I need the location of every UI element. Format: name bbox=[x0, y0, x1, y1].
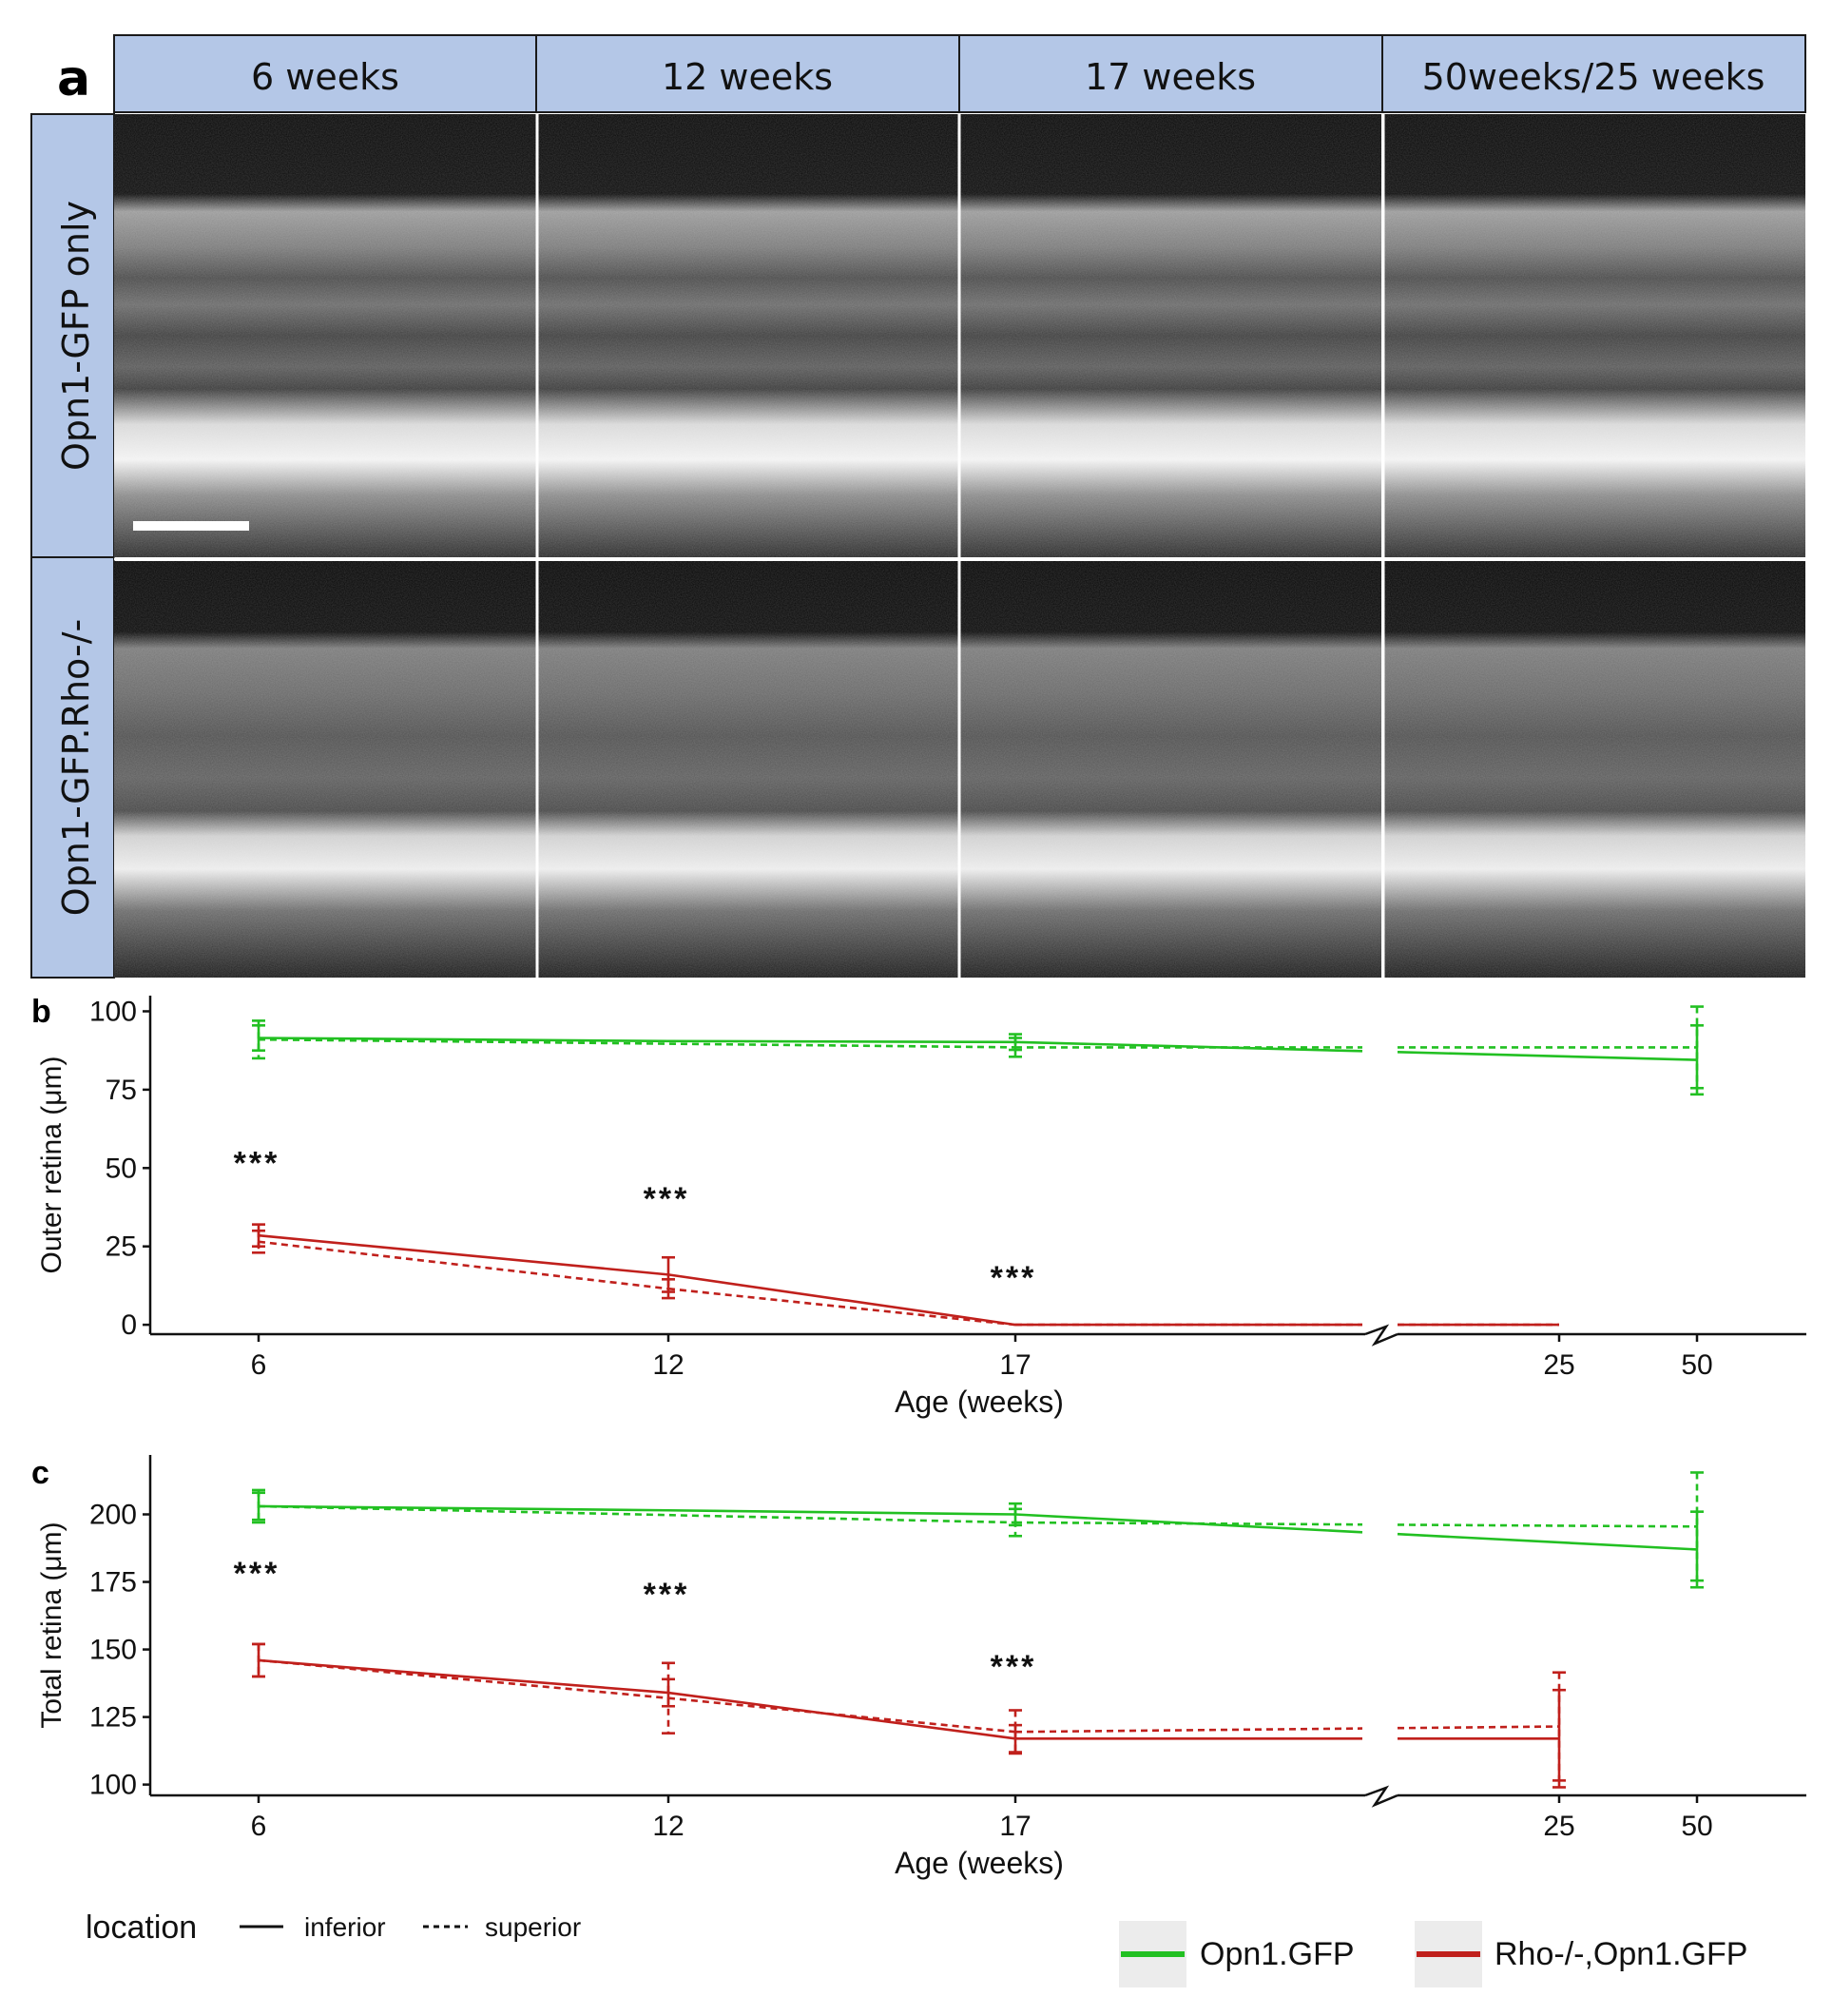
column-header-cell bbox=[1381, 34, 1806, 113]
significance-marker: *** bbox=[991, 1649, 1037, 1685]
axis-break-mark bbox=[1364, 1324, 1398, 1347]
series-line-segment bbox=[258, 1504, 1016, 1524]
significance-marker: *** bbox=[644, 1577, 690, 1613]
x-tick-label: 6 bbox=[251, 1811, 267, 1842]
series-line-segment bbox=[1397, 1523, 1698, 1528]
x-axis-label: Age (weeks) bbox=[895, 1846, 1064, 1880]
series-line-segment bbox=[1014, 1521, 1363, 1526]
location-legend: location inferior superior bbox=[86, 1909, 581, 1946]
y-tick-label: 50 bbox=[106, 1153, 137, 1184]
row-header-cell bbox=[30, 113, 115, 558]
series-line-segment bbox=[1397, 1051, 1698, 1061]
y-tick-label: 125 bbox=[89, 1702, 137, 1734]
group-legend: Opn1.GFP Rho-/-,Opn1.GFP bbox=[1119, 1921, 1747, 1987]
y-tick-label: 25 bbox=[106, 1231, 137, 1263]
significance-marker: *** bbox=[234, 1146, 280, 1182]
x-tick-label: 50 bbox=[1681, 1811, 1712, 1842]
panel-label: c bbox=[31, 1455, 49, 1491]
x-tick-label: 17 bbox=[999, 1349, 1031, 1381]
series-line-segment bbox=[258, 1658, 669, 1700]
series-line-segment bbox=[258, 1037, 669, 1043]
series-line-segment bbox=[258, 1504, 669, 1512]
series-line-segment bbox=[1397, 1532, 1698, 1551]
series-line-segment bbox=[258, 1233, 669, 1276]
column-header-label: 6 weeks bbox=[251, 56, 399, 98]
column-header-label: 12 weeks bbox=[662, 56, 833, 98]
series-rho-ko-superior bbox=[252, 1229, 1559, 1327]
series-line-segment bbox=[667, 1273, 1016, 1327]
column-header-label: 17 weeks bbox=[1085, 56, 1256, 98]
x-tick-label: 12 bbox=[652, 1811, 684, 1842]
series-rho-ko-inferior bbox=[252, 1223, 1559, 1327]
series-line-segment bbox=[667, 1508, 1016, 1516]
series-rho-ko-superior bbox=[252, 1642, 1566, 1782]
y-axis-label: Outer retina (μm) bbox=[36, 1056, 67, 1274]
significance-marker: *** bbox=[234, 1556, 280, 1592]
oct-image-grid bbox=[114, 114, 1805, 978]
row-header-label: Opn1-GFP only bbox=[55, 201, 97, 471]
chart-total-retina: c 100 125 150 175 200 Total retina (μm) 6 12 17 25… bbox=[31, 1455, 1806, 1880]
x-tick-label: 25 bbox=[1543, 1811, 1574, 1842]
legend-entry-opn1-gfp: Opn1.GFP bbox=[1200, 1936, 1355, 1972]
row-header-label: Opn1-GFP.Rho-/- bbox=[55, 619, 97, 916]
y-tick-label: 0 bbox=[121, 1309, 137, 1341]
column-headers: 6 weeks 12 weeks 17 weeks 50weeks/25 wee… bbox=[113, 34, 1806, 113]
row-header-cell bbox=[30, 556, 115, 979]
series-opn1-gfp-superior bbox=[252, 1471, 1704, 1582]
chart-outer-retina: b 0 25 50 75 100 Outer retina (μm) 6 12 17 25 50 Age… bbox=[31, 994, 1806, 1419]
series-line-segment bbox=[1397, 1725, 1560, 1730]
y-tick-label: 175 bbox=[89, 1567, 137, 1599]
x-tick-label: 6 bbox=[251, 1349, 267, 1381]
series-line-segment bbox=[667, 1039, 1016, 1044]
y-axis-label: Total retina (μm) bbox=[36, 1522, 67, 1728]
y-tick-label: 150 bbox=[89, 1635, 137, 1666]
legend-entry-rho-ko: Rho-/-,Opn1.GFP bbox=[1495, 1936, 1747, 1972]
significance-marker: *** bbox=[644, 1181, 690, 1217]
x-tick-label: 25 bbox=[1543, 1349, 1574, 1381]
column-header-label: 50weeks/25 weeks bbox=[1422, 56, 1765, 98]
panel-a: a 6 weeks 12 weeks 17 weeks 50weeks/25 w… bbox=[30, 34, 1806, 979]
significance-marker: *** bbox=[991, 1260, 1037, 1296]
column-header-cell bbox=[113, 34, 537, 113]
x-tick-label: 50 bbox=[1681, 1349, 1712, 1381]
axis-break-mark bbox=[1364, 1785, 1398, 1808]
row-headers: Opn1-GFP only Opn1-GFP.Rho-/- bbox=[30, 113, 115, 979]
legend-entry-superior: superior bbox=[485, 1912, 581, 1942]
column-header-cell bbox=[958, 34, 1383, 113]
x-axis-label: Age (weeks) bbox=[895, 1385, 1064, 1419]
y-tick-label: 75 bbox=[106, 1075, 137, 1106]
x-tick-label: 17 bbox=[999, 1811, 1031, 1842]
x-tick-label: 12 bbox=[652, 1349, 684, 1381]
series-opn1-gfp-inferior bbox=[252, 1491, 1704, 1589]
legend-title: location bbox=[86, 1909, 197, 1946]
series-rho-ko-inferior bbox=[252, 1642, 1566, 1789]
y-tick-label: 200 bbox=[89, 1500, 137, 1531]
legend-entry-inferior: inferior bbox=[304, 1912, 386, 1942]
series-line-segment bbox=[1014, 1727, 1363, 1734]
panel-label: b bbox=[31, 994, 51, 1030]
column-header-cell bbox=[535, 34, 960, 113]
series-line-segment bbox=[258, 1240, 669, 1290]
series-opn1-gfp-inferior bbox=[252, 1024, 1704, 1096]
panel-a-label: a bbox=[57, 50, 90, 107]
y-tick-label: 100 bbox=[89, 996, 137, 1027]
series-line-segment bbox=[667, 1287, 1016, 1327]
y-tick-label: 100 bbox=[89, 1770, 137, 1801]
series-line-segment bbox=[258, 1037, 1016, 1049]
series-line-segment bbox=[667, 1696, 1016, 1734]
series-opn1-gfp-superior bbox=[252, 1005, 1704, 1090]
